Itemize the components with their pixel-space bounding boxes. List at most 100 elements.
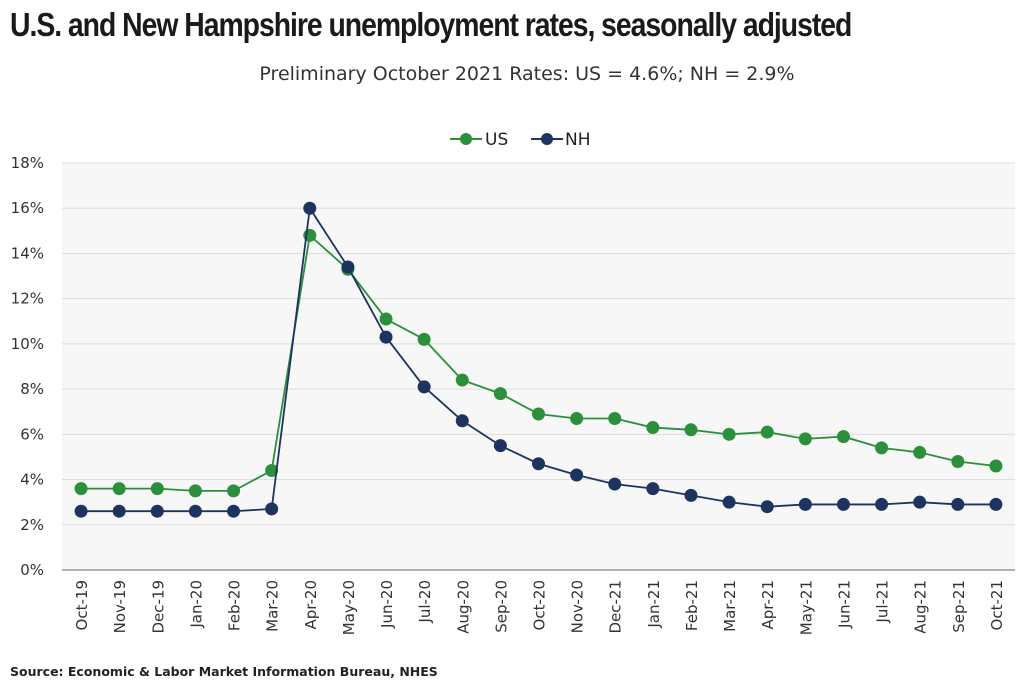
x-tick-label: Oct-19: [73, 580, 91, 630]
chart-title: U.S. and New Hampshire unemployment rate…: [10, 6, 852, 43]
data-point-us: [684, 423, 698, 437]
y-tick-label: 8%: [20, 380, 44, 398]
series-us: [74, 228, 1003, 498]
data-point-nh: [265, 502, 279, 516]
x-tick-label: Oct-21: [988, 580, 1006, 630]
data-point-nh: [798, 497, 812, 511]
x-tick-label: Jun-20: [378, 580, 396, 629]
x-tick-label: Apr-20: [302, 580, 320, 630]
data-point-nh: [646, 482, 660, 496]
gridlines: [62, 162, 1015, 571]
data-point-nh: [303, 201, 317, 215]
data-point-nh: [493, 439, 507, 453]
data-point-nh: [875, 497, 889, 511]
data-point-nh: [112, 504, 126, 518]
data-point-us: [913, 445, 927, 459]
x-tick-label: Apr-21: [759, 580, 777, 630]
data-point-us: [379, 312, 393, 326]
x-tick-label: Jan-20: [187, 580, 205, 629]
x-tick-label: Feb-21: [683, 580, 701, 631]
x-tick-label: Nov-20: [569, 580, 587, 633]
x-tick-label: Oct-20: [531, 580, 549, 630]
data-point-us: [493, 387, 507, 401]
data-point-nh: [532, 457, 545, 471]
y-tick-label: 0%: [20, 561, 44, 579]
x-tick-label: Dec-19: [149, 580, 167, 634]
legend-marker-us: [460, 133, 472, 145]
y-tick-label: 14%: [11, 244, 44, 262]
legend-marker-nh: [541, 133, 553, 145]
data-point-nh: [379, 330, 393, 344]
source-note: Source: Economic & Labor Market Informat…: [10, 664, 438, 679]
data-point-nh: [989, 497, 1003, 511]
data-point-us: [265, 464, 279, 478]
y-tick-label: 18%: [11, 154, 44, 172]
x-tick-label: May-21: [797, 580, 815, 635]
y-tick-label: 2%: [20, 516, 44, 534]
data-point-us: [74, 482, 88, 496]
data-point-nh: [455, 414, 469, 428]
x-tick-label: Jul-20: [416, 580, 434, 624]
data-point-us: [836, 430, 850, 444]
legend-label-nh: NH: [565, 130, 591, 150]
data-point-nh: [74, 504, 88, 518]
data-point-us: [722, 427, 736, 441]
y-tick-label: 16%: [11, 199, 44, 217]
data-point-nh: [608, 477, 622, 491]
data-point-nh: [341, 260, 355, 274]
data-point-nh: [913, 495, 927, 509]
data-point-us: [188, 484, 202, 498]
x-tick-label: Aug-20: [454, 580, 472, 634]
x-tick-label: Aug-21: [912, 580, 930, 634]
legend-item-us: US: [450, 130, 508, 150]
series: [74, 201, 1003, 518]
x-tick-label: Jul-21: [874, 580, 892, 624]
series-nh: [74, 201, 1003, 518]
x-tick-label: Sep-21: [950, 580, 968, 633]
data-point-nh: [417, 380, 431, 394]
y-axis: 0% 2% 4% 6% 8% 10% 12% 14% 16% 18%: [11, 154, 44, 579]
data-point-nh: [188, 504, 202, 518]
data-point-us: [227, 484, 241, 498]
x-tick-label: Mar-21: [721, 580, 739, 632]
data-point-nh: [722, 495, 736, 509]
data-point-us: [417, 332, 431, 346]
legend: US NH: [450, 130, 591, 150]
data-point-nh: [150, 504, 164, 518]
x-axis: Oct-19 Nov-19 Dec-19 Jan-20 Feb-20 Mar-20 Apr-…: [73, 580, 1006, 635]
x-tick-label: Nov-19: [111, 580, 129, 633]
data-point-us: [646, 421, 660, 435]
data-point-us: [760, 425, 774, 439]
data-point-nh: [836, 497, 850, 511]
x-tick-label: Mar-20: [264, 580, 282, 632]
x-tick-label: Jan-21: [645, 580, 663, 629]
x-tick-label: May-20: [340, 580, 358, 635]
plot-area: [62, 163, 1015, 570]
y-tick-label: 4%: [20, 471, 44, 489]
data-point-us: [951, 454, 965, 468]
y-tick-label: 10%: [11, 335, 44, 353]
data-point-us: [150, 482, 164, 496]
data-point-us: [112, 482, 126, 496]
data-point-us: [570, 412, 584, 426]
data-point-nh: [227, 504, 241, 518]
data-point-nh: [684, 488, 698, 502]
data-point-us: [532, 407, 545, 421]
data-point-nh: [760, 500, 774, 514]
x-tick-label: Sep-20: [492, 580, 510, 633]
data-point-nh: [951, 497, 965, 511]
x-tick-label: Jun-21: [835, 580, 853, 629]
data-point-us: [798, 432, 812, 446]
x-tick-label: Dec-21: [607, 580, 625, 634]
x-tick-label: Feb-20: [226, 580, 244, 631]
y-tick-label: 12%: [11, 290, 44, 308]
data-point-us: [875, 441, 889, 455]
data-point-nh: [570, 468, 584, 482]
data-point-us: [455, 373, 469, 387]
legend-item-nh: NH: [531, 130, 591, 150]
legend-label-us: US: [485, 130, 508, 150]
data-point-us: [989, 459, 1003, 473]
y-tick-label: 6%: [20, 425, 44, 443]
data-point-us: [608, 412, 622, 426]
